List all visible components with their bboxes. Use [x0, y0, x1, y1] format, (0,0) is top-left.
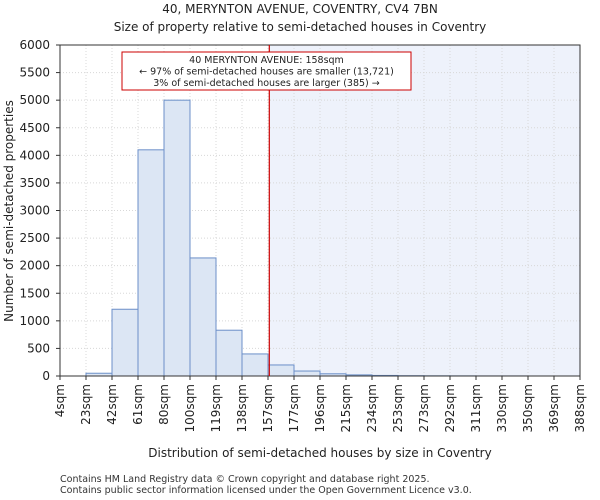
y-tick-label: 2500: [19, 231, 50, 245]
histogram-bar: [241, 353, 269, 377]
x-tick-label: 119sqm: [209, 384, 223, 432]
chart-title-line2: Size of property relative to semi-detach…: [114, 20, 487, 34]
histogram-bar: [111, 308, 139, 377]
annotation-line-3: 3% of semi-detached houses are larger (3…: [153, 78, 380, 89]
y-tick-label: 5000: [19, 93, 50, 107]
y-tick-label: 4500: [19, 121, 50, 135]
y-tick-label: 2000: [19, 259, 50, 273]
x-tick-label: 196sqm: [313, 384, 327, 432]
x-tick-label: 23sqm: [79, 384, 93, 425]
footer-licence: Contains public sector information licen…: [60, 485, 472, 496]
x-tick-label: 234sqm: [365, 384, 379, 432]
y-tick-label: 1500: [19, 286, 50, 300]
y-tick-label: 3000: [19, 204, 50, 218]
x-tick-label: 330sqm: [495, 384, 509, 432]
histogram-bar: [293, 370, 321, 377]
x-tick-label: 350sqm: [521, 384, 535, 432]
x-tick-label: 253sqm: [391, 384, 405, 432]
x-tick-label: 215sqm: [339, 384, 353, 432]
x-tick-label: 311sqm: [469, 384, 483, 432]
y-tick-label: 0: [42, 369, 50, 383]
histogram-bar: [137, 149, 165, 377]
y-tick-label: 6000: [19, 38, 50, 52]
x-tick-label: 80sqm: [157, 384, 171, 425]
x-tick-label: 292sqm: [443, 384, 457, 432]
histogram-bar: [267, 364, 295, 377]
x-tick-label: 100sqm: [183, 384, 197, 432]
y-tick-label: 5500: [19, 66, 50, 80]
y-axis-label: Number of semi-detached properties: [2, 100, 16, 322]
x-tick-label: 42sqm: [105, 384, 119, 425]
y-tick-label: 3500: [19, 176, 50, 190]
footer-copyright: Contains HM Land Registry data © Crown c…: [60, 474, 430, 485]
x-tick-label: 369sqm: [547, 384, 561, 432]
x-axis-label: Distribution of semi-detached houses by …: [148, 446, 491, 460]
y-tick-label: 500: [27, 341, 50, 355]
x-tick-label: 273sqm: [417, 384, 431, 432]
x-tick-label: 138sqm: [235, 384, 249, 432]
x-tick-label: 388sqm: [573, 384, 587, 432]
x-tick-label: 4sqm: [53, 384, 67, 417]
y-tick-label: 4000: [19, 148, 50, 162]
annotation-line-1: 40 MERYNTON AVENUE: 158sqm: [189, 55, 344, 66]
histogram-bar: [215, 329, 243, 377]
x-tick-label: 61sqm: [131, 384, 145, 425]
annotation-line-2: ← 97% of semi-detached houses are smalle…: [139, 67, 394, 78]
histogram-bar: [189, 257, 217, 377]
x-tick-label: 157sqm: [261, 384, 275, 432]
histogram-bar: [163, 99, 191, 377]
y-tick-label: 1000: [19, 314, 50, 328]
x-tick-label: 177sqm: [287, 384, 301, 432]
chart-title-line1: 40, MERYNTON AVENUE, COVENTRY, CV4 7BN: [162, 2, 438, 16]
plot-area: 0 500 1000 1500 2000 2500 3000 3500 4000 4500 5000…: [19, 38, 587, 432]
annotation-box: [121, 51, 412, 91]
